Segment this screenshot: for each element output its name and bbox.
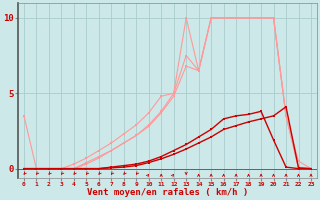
X-axis label: Vent moyen/en rafales ( km/h ): Vent moyen/en rafales ( km/h ) — [87, 188, 248, 197]
